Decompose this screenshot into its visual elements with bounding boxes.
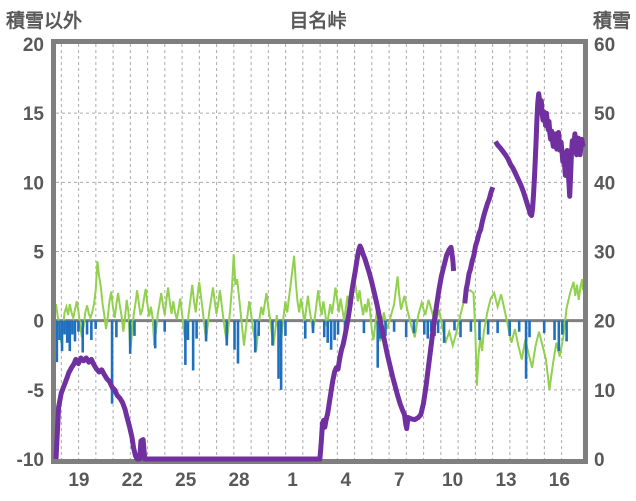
blue-bar — [412, 320, 416, 334]
blue-bar — [186, 320, 190, 341]
blue-bar — [128, 320, 132, 354]
blue-bar — [191, 320, 195, 371]
blue-bar — [311, 320, 315, 334]
blue-bar — [423, 320, 426, 335]
y-left-tick-label: 10 — [23, 173, 44, 194]
blue-bar — [528, 320, 531, 338]
y-left-tick-label: -5 — [27, 381, 44, 402]
y-left-tick-label: 20 — [23, 35, 44, 56]
blue-bar — [73, 320, 77, 342]
blue-bar — [333, 320, 336, 341]
y-right-tick-label: 10 — [594, 381, 615, 402]
blue-bar — [561, 320, 564, 335]
blue-bar — [565, 320, 568, 342]
chart-title: 目名峠 — [289, 11, 347, 32]
blue-bar — [442, 320, 446, 343]
blue-bar — [557, 320, 561, 352]
blue-bar — [257, 320, 260, 336]
blue-bar — [195, 320, 198, 339]
blue-bar — [384, 320, 387, 336]
blue-bar — [426, 320, 430, 339]
blue-bar — [55, 320, 59, 363]
blue-bar — [486, 320, 490, 335]
blue-bar — [392, 320, 396, 332]
y-right-tick-label: 30 — [594, 243, 615, 264]
blue-bar — [436, 320, 440, 334]
y-left-tick-label: 5 — [33, 243, 44, 264]
y-right-tick-label: 40 — [594, 173, 615, 194]
x-tick-label: 7 — [394, 470, 405, 491]
x-tick-label: 13 — [495, 470, 516, 491]
y-left-tick-label: 0 — [33, 312, 44, 333]
x-tick-label: 22 — [122, 470, 143, 491]
blue-bar — [225, 320, 229, 346]
blue-bar — [253, 320, 257, 353]
blue-bar — [68, 320, 72, 352]
blue-bar — [279, 320, 283, 390]
right-axis-title: 積雪 — [592, 11, 631, 32]
y-right-tick-label: 50 — [594, 104, 615, 125]
x-tick-label: 10 — [442, 470, 463, 491]
blue-bar — [271, 320, 274, 346]
blue-bar — [236, 320, 240, 364]
blue-bar — [153, 320, 157, 349]
blue-bar — [404, 320, 408, 338]
left-axis-title: 積雪以外 — [6, 11, 83, 32]
blue-bar — [63, 320, 66, 335]
blue-bar — [85, 320, 89, 335]
blue-bar — [478, 320, 481, 341]
blue-bar — [336, 320, 340, 335]
blue-bar — [553, 320, 556, 341]
purple-line-segment — [53, 243, 457, 462]
blue-bar — [233, 320, 236, 350]
blue-bar — [362, 320, 366, 334]
blue-bar — [524, 320, 528, 379]
blue-bar — [94, 320, 97, 329]
blue-bar — [81, 320, 85, 353]
blue-bar — [329, 320, 333, 350]
blue-bar — [133, 320, 136, 336]
blue-bar — [71, 320, 74, 335]
blue-bar — [277, 320, 280, 379]
plot-border — [51, 39, 588, 464]
blue-bar — [326, 320, 329, 343]
blue-bar — [508, 320, 511, 336]
blue-bar — [496, 320, 499, 334]
y-right-tick-label: 0 — [594, 450, 605, 471]
blue-bar — [204, 320, 208, 342]
blue-bar — [60, 320, 64, 352]
blue-bar — [184, 320, 187, 365]
blue-bar — [303, 320, 307, 339]
blue-bar — [163, 320, 166, 332]
y-right-tick-label: 60 — [594, 35, 615, 56]
x-tick-label: 28 — [228, 470, 249, 491]
purple-line-segment — [462, 186, 496, 304]
blue-bar — [453, 320, 456, 331]
blue-bar — [376, 320, 380, 368]
blue-bar — [517, 320, 521, 332]
y-left-tick-label: 15 — [23, 104, 45, 125]
x-tick-label: 4 — [341, 470, 352, 491]
blue-bar — [322, 320, 326, 338]
blue-bar — [459, 320, 462, 338]
x-tick-label: 16 — [549, 470, 570, 491]
blue-bar — [115, 320, 118, 338]
blue-bar — [58, 320, 61, 341]
y-left-tick-label: -10 — [17, 450, 44, 471]
blue-bar — [542, 320, 546, 334]
y-right-tick-label: 20 — [594, 312, 615, 333]
blue-bar — [284, 320, 287, 336]
blue-bar — [77, 320, 80, 332]
blue-bar — [110, 320, 114, 404]
x-tick-label: 1 — [287, 470, 298, 491]
blue-bar — [65, 320, 69, 343]
purple-line-segment — [493, 91, 586, 218]
x-tick-label: 19 — [68, 470, 89, 491]
x-tick-label: 25 — [175, 470, 197, 491]
blue-bar — [469, 320, 473, 332]
blue-bar — [90, 320, 93, 341]
